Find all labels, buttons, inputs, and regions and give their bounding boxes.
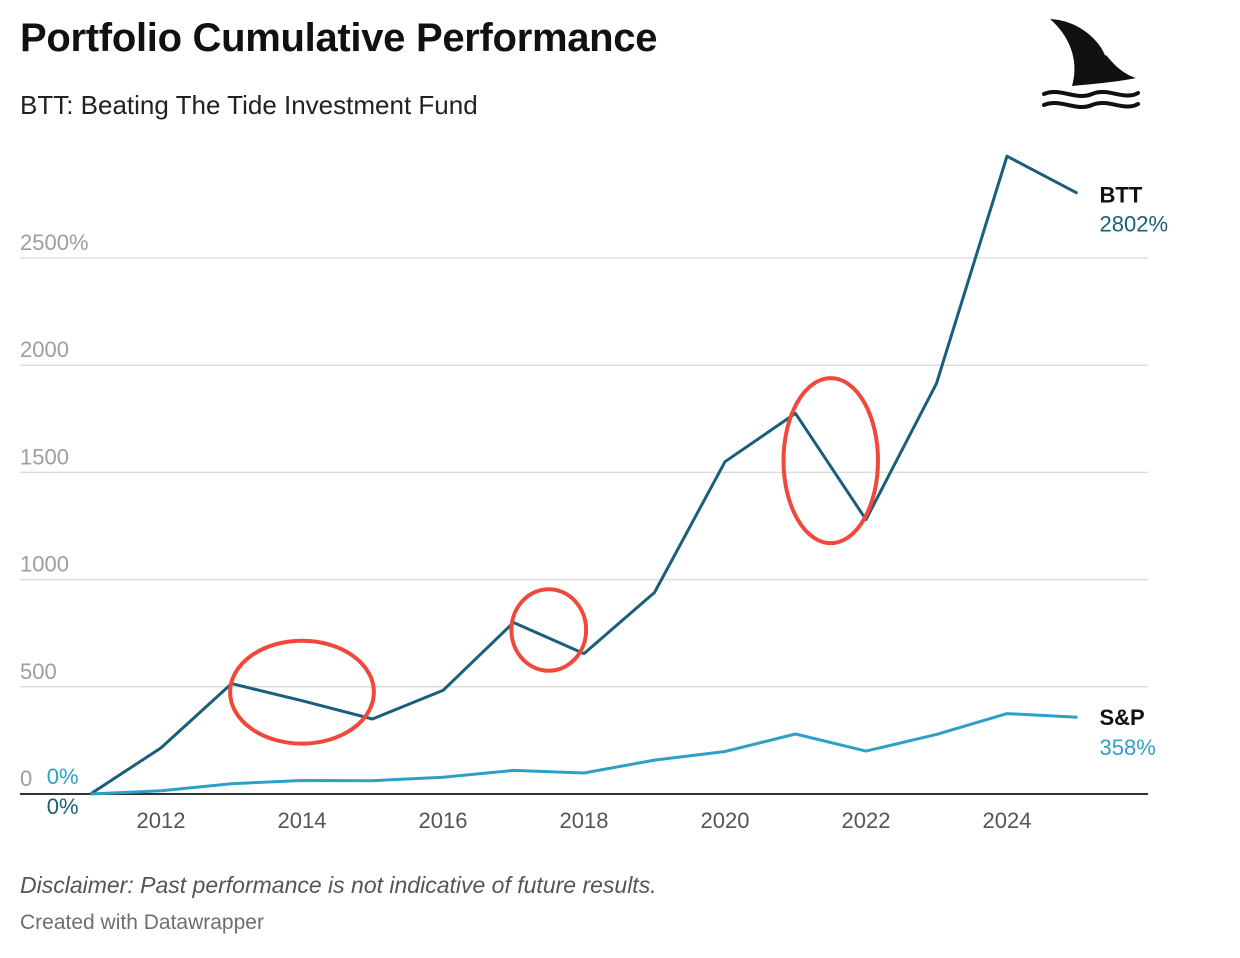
x-tick-label: 2016 (419, 808, 468, 833)
chart-title: Portfolio Cumulative Performance (20, 16, 658, 60)
annotation-circle-3 (781, 376, 880, 546)
y-tick-label: 2000 (20, 337, 69, 362)
series-line-sp (90, 712, 1078, 796)
series-labels: BTT 2802% S&P 358% 0% 0% (47, 182, 1168, 819)
btt-start-value: 0% (47, 794, 79, 819)
sp-end-value: 358% (1100, 735, 1156, 760)
sp-start-value: 0% (47, 764, 79, 789)
disclaimer: Disclaimer: Past performance is not indi… (20, 872, 657, 898)
x-axis-ticks: 2012 2014 2016 2018 2020 2022 2024 (137, 808, 1032, 833)
y-tick-label: 1500 (20, 444, 69, 469)
wave-line-2 (1042, 101, 1140, 109)
y-tick-label: 0 (20, 766, 32, 791)
x-tick-label: 2018 (560, 808, 609, 833)
annotation-circles (228, 376, 880, 746)
x-tick-label: 2012 (137, 808, 186, 833)
y-tick-label: 500 (20, 659, 57, 684)
annotation-circle-1 (228, 638, 376, 746)
shark-fin-shape (1050, 19, 1136, 86)
x-tick-label: 2024 (983, 808, 1032, 833)
btt-series-name: BTT (1100, 182, 1143, 207)
series-line-btt (89, 154, 1079, 796)
wave-line-1 (1042, 90, 1140, 98)
shark-fin-icon (1042, 19, 1140, 109)
x-tick-label: 2014 (278, 808, 327, 833)
btt-end-value: 2802% (1100, 211, 1169, 236)
y-axis-ticks: 0 500 1000 1500 2000 2500% (20, 230, 89, 791)
y-tick-label: 1000 (20, 552, 69, 577)
datawrapper-credit: Created with Datawrapper (20, 911, 264, 934)
x-tick-label: 2022 (842, 808, 891, 833)
gridlines (20, 257, 1148, 795)
y-tick-label: 2500% (20, 230, 89, 255)
x-tick-label: 2020 (701, 808, 750, 833)
annotation-circle-2 (509, 587, 589, 673)
sp-series-name: S&P (1100, 705, 1145, 730)
chart-subtitle: BTT: Beating The Tide Investment Fund (20, 90, 478, 120)
series-lines (89, 154, 1079, 796)
shark-fin-highlight (1082, 26, 1108, 56)
